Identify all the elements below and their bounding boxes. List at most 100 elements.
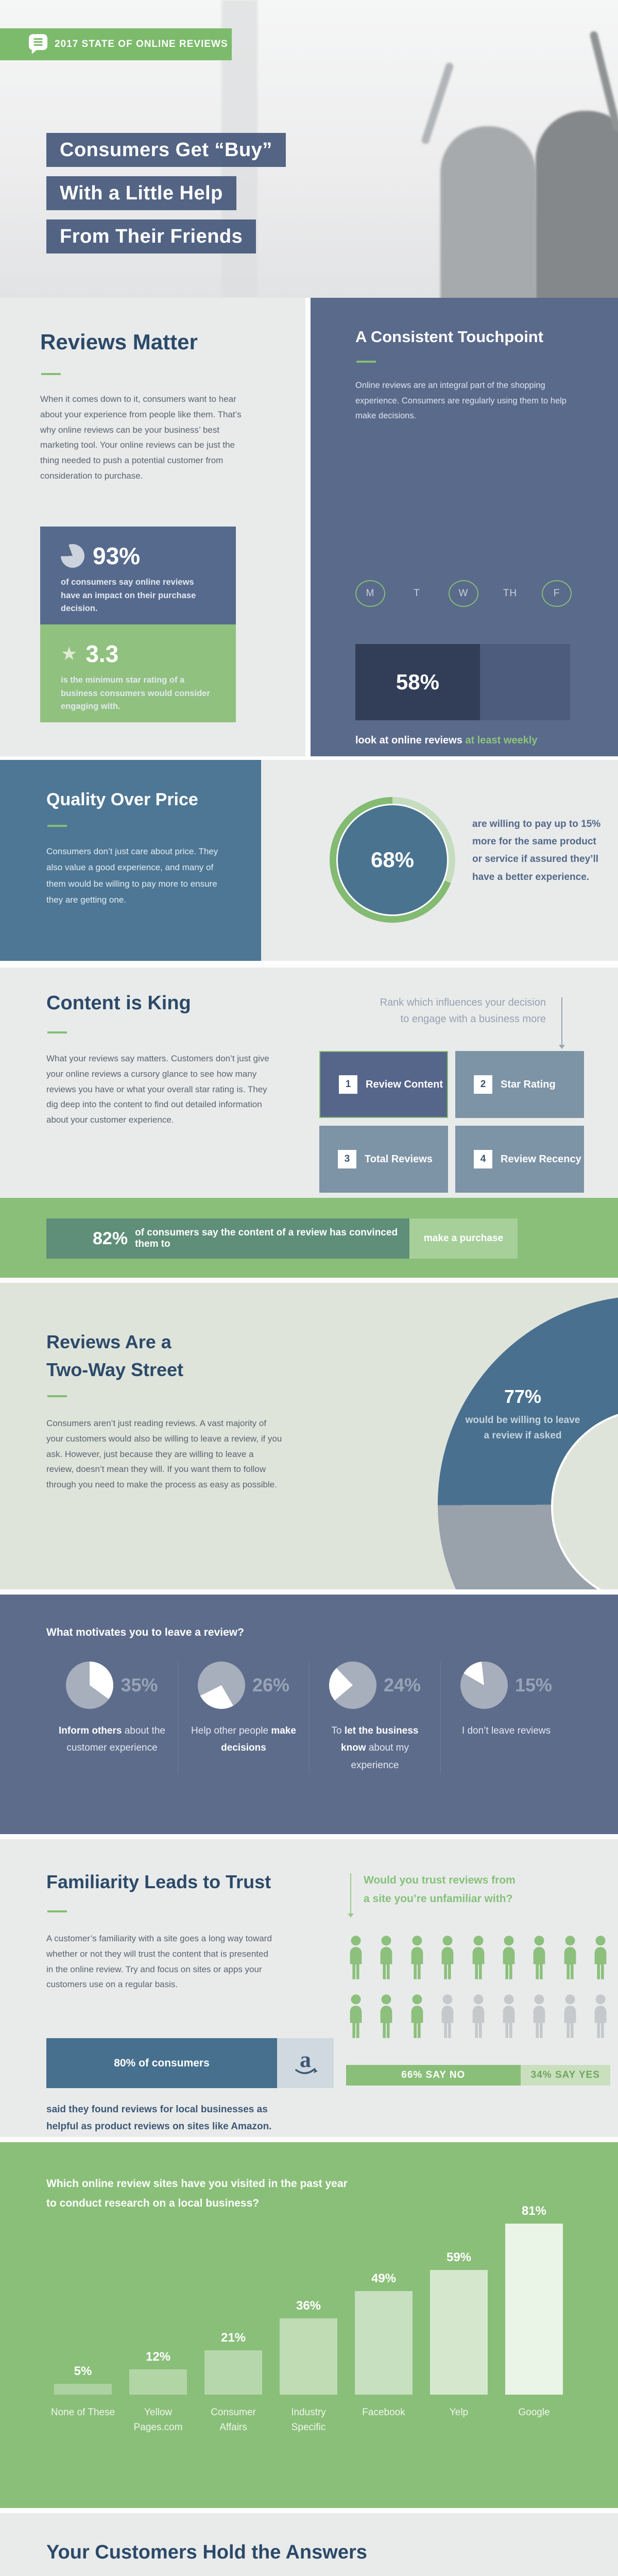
rank-prompt: Rank which influences your decision to e… — [360, 994, 546, 1027]
amazon-logo-box: a — [277, 2038, 334, 2088]
person-icon — [472, 1936, 484, 1979]
rank-4-label: Review Recency — [501, 1153, 581, 1165]
podium-logo-icon — [29, 34, 47, 55]
rank-1-label: Review Content — [366, 1078, 443, 1090]
bar-2-label: Yellow Pages.com — [133, 2407, 183, 2433]
weekly-caption-plain: look at online reviews — [355, 735, 466, 746]
m1-bold: Inform others — [59, 1725, 122, 1736]
stat-33-value: 3.3 — [85, 640, 119, 667]
day-thursday-label: TH — [503, 588, 518, 599]
rank-box-4: 4 Review Recency — [455, 1126, 584, 1193]
bar-2 — [129, 2369, 187, 2395]
rank-box-3: 3 Total Reviews — [319, 1126, 448, 1193]
person-icon-gray — [564, 1994, 576, 2038]
bar-3-label: Consumer Affairs — [211, 2407, 256, 2433]
bar-7 — [505, 2224, 563, 2395]
person-icon — [503, 1936, 515, 1979]
content-is-king-section: Content is King What your reviews say ma… — [0, 968, 618, 1198]
quality-over-price-panel: Quality Over Price Consumers don’t just … — [0, 760, 261, 961]
hero-person-left-arm — [420, 61, 455, 145]
bar-industry-specific: 36% Industry Specific — [271, 2299, 346, 2452]
twoway-heading: Reviews Are a Two-Way Street — [46, 1328, 183, 1384]
familiarity-underline — [47, 1910, 67, 1912]
day-friday-label: F — [553, 588, 560, 599]
person-icon — [533, 1936, 545, 1979]
cik-heading: Content is King — [46, 992, 191, 1014]
stat-33-caption: is the minimum star rating of a business… — [61, 675, 210, 711]
m3-bold: let the business know — [341, 1725, 419, 1754]
bar-1-value: 5% — [74, 2364, 92, 2378]
chart-question-line1: Which online review sites have you visit… — [46, 2178, 348, 2190]
bar-4-value: 36% — [296, 2299, 321, 2313]
person-icon-gray — [472, 1994, 484, 2038]
cik-body: What your reviews say matters. Customers… — [46, 1054, 269, 1125]
trust-question: Would you trust reviews from a site you’… — [364, 1871, 516, 1908]
twoway-body: Consumers aren’t just reading reviews. A… — [46, 1418, 282, 1489]
twoway-heading-line1: Reviews Are a — [46, 1331, 171, 1352]
stat-93-value: 93% — [93, 543, 141, 569]
report-badge: 2017 STATE OF ONLINE REVIEWS — [0, 28, 232, 60]
day-friday: F — [542, 580, 572, 607]
person-icon-gray — [441, 1994, 454, 2038]
person-icon — [350, 1994, 362, 2038]
rank-1-number: 1 — [339, 1075, 357, 1094]
weekly-caption: look at online reviews at least weekly — [355, 735, 538, 747]
motivates-2-value: 26% — [252, 1674, 290, 1696]
motivates-4-value: 15% — [514, 1674, 553, 1696]
hero-title-text-1: Consumers Get “Buy” — [60, 139, 272, 161]
say-no-label: 66% SAY NO — [401, 2070, 466, 2080]
hero-person-left — [440, 126, 536, 298]
trust-arrow-line — [350, 1873, 351, 1913]
bar-yellowpages: 12% Yellow Pages.com — [121, 2350, 196, 2452]
day-tuesday-label: T — [414, 588, 420, 599]
rank-prompt-line2: to engage with a business more — [400, 1013, 546, 1025]
bar-1-label: None of These — [50, 2407, 115, 2418]
trust-question-line2: a site you’re unfamiliar with? — [364, 1892, 513, 1905]
motivates-1-caption: Inform others about the customer experie… — [57, 1722, 167, 1757]
hero-title-line-3: From Their Friends — [46, 219, 256, 253]
say-no-yes-bar: 66% SAY NO 34% SAY YES — [346, 2065, 610, 2086]
quality-underline — [47, 825, 67, 827]
badge-label: 2017 STATE OF ONLINE REVIEWS — [55, 39, 228, 49]
motivates-item-3: 24% To let the business know about my ex… — [309, 1662, 440, 1774]
m3-post: about my experience — [351, 1742, 409, 1771]
say-yes-segment: 34% SAY YES — [520, 2065, 610, 2086]
motivates-item-1: 35% Inform others about the customer exp… — [46, 1662, 178, 1774]
person-icon — [350, 1936, 362, 1979]
amazon-icon: a — [295, 2047, 318, 2074]
motivates-3-caption: To let the business know about my experi… — [320, 1722, 431, 1774]
weekly-bar: 58% — [355, 644, 570, 720]
bar-5-label: Facebook — [362, 2407, 405, 2418]
weekly-bar-value: 58% — [396, 670, 439, 694]
hero-title-text-3: From Their Friends — [60, 225, 243, 247]
bar-consumer-affairs: 21% Consumer Affairs — [196, 2331, 271, 2452]
trust-question-line1: Would you trust reviews from — [364, 1874, 516, 1886]
m2-bold: make decisions — [221, 1725, 296, 1754]
m4-pre: I don’t leave reviews — [461, 1725, 551, 1736]
weekly-caption-green: at least weekly — [465, 735, 538, 746]
touchpoint-body: Online reviews are an integral part of t… — [355, 381, 566, 421]
motivates-1-value: 35% — [121, 1674, 158, 1696]
bar-3-value: 21% — [220, 2331, 246, 2345]
people-row-1 — [346, 1935, 610, 1980]
twoway-underline — [47, 1395, 67, 1397]
bar-yelp: 59% Yelp — [421, 2250, 496, 2452]
bar-3 — [204, 2350, 262, 2395]
quality-heading: Quality Over Price — [46, 790, 198, 809]
amazon-stat-caption: said they found reviews for local busine… — [46, 2104, 272, 2132]
say-no-segment: 66% SAY NO — [346, 2065, 521, 2086]
motivates-item-2: 26% Help other people make decisions — [178, 1662, 309, 1774]
m1-post: about the customer experience — [66, 1725, 165, 1754]
say-yes-label: 34% SAY YES — [530, 2070, 600, 2080]
rank-4-number: 4 — [474, 1150, 492, 1168]
amazon-stat-blue: 80% of consumers — [46, 2038, 277, 2088]
rank-box-2: 2 Star Rating — [455, 1051, 584, 1118]
star-icon: ★ — [61, 643, 78, 664]
touchpoint-heading: A Consistent Touchpoint — [355, 328, 544, 346]
touchpoint-section: A Consistent Touchpoint Online reviews a… — [311, 298, 618, 756]
motivates-item-4: 15% I don’t leave reviews — [440, 1662, 572, 1774]
bar-6-value: 59% — [446, 2250, 472, 2264]
person-icon-gray — [503, 1994, 515, 2038]
touchpoint-underline — [356, 361, 376, 363]
motivates-3-value: 24% — [383, 1674, 421, 1696]
